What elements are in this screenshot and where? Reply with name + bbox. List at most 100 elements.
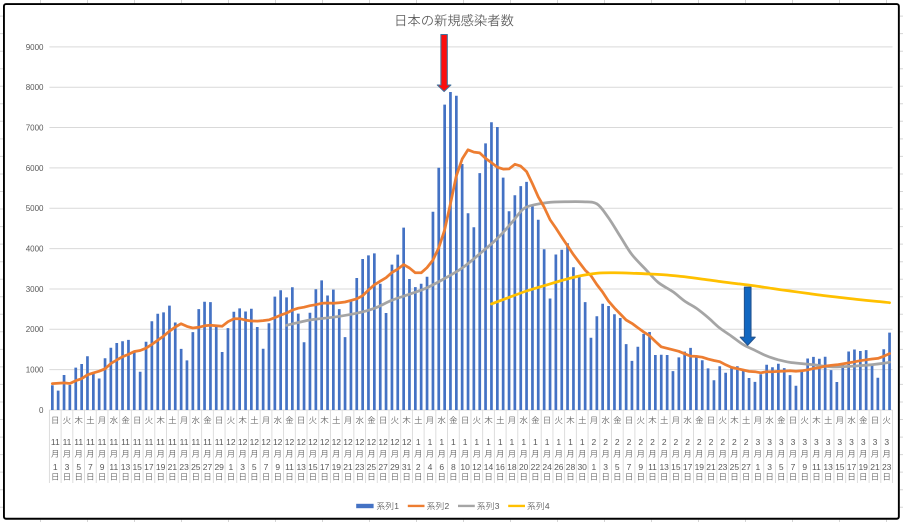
svg-text:12: 12 xyxy=(472,462,482,472)
svg-text:2: 2 xyxy=(603,437,608,447)
svg-text:13: 13 xyxy=(659,462,669,472)
svg-text:19: 19 xyxy=(156,462,166,472)
svg-text:3: 3 xyxy=(65,462,70,472)
svg-text:11: 11 xyxy=(648,462,657,472)
svg-text:2: 2 xyxy=(674,437,679,447)
svg-text:2: 2 xyxy=(720,437,725,447)
svg-text:13: 13 xyxy=(823,462,833,472)
svg-text:3: 3 xyxy=(814,437,819,447)
svg-text:1: 1 xyxy=(580,437,585,447)
svg-text:22: 22 xyxy=(531,462,541,472)
svg-text:28: 28 xyxy=(566,462,576,472)
svg-text:3: 3 xyxy=(884,437,889,447)
svg-text:3000: 3000 xyxy=(26,285,44,294)
svg-text:2: 2 xyxy=(445,501,450,511)
svg-text:2: 2 xyxy=(732,437,737,447)
svg-text:1: 1 xyxy=(428,437,433,447)
svg-text:1: 1 xyxy=(474,437,479,447)
svg-text:5: 5 xyxy=(779,462,784,472)
svg-text:3: 3 xyxy=(767,437,772,447)
svg-text:13: 13 xyxy=(296,462,306,472)
svg-text:11: 11 xyxy=(168,437,177,447)
svg-text:29: 29 xyxy=(390,462,400,472)
svg-text:16: 16 xyxy=(495,462,505,472)
svg-text:15: 15 xyxy=(308,462,318,472)
svg-text:1: 1 xyxy=(451,437,456,447)
svg-text:2: 2 xyxy=(744,437,749,447)
svg-text:11: 11 xyxy=(109,437,118,447)
svg-text:8: 8 xyxy=(451,462,456,472)
svg-text:5: 5 xyxy=(615,462,620,472)
svg-text:11: 11 xyxy=(121,437,130,447)
svg-text:27: 27 xyxy=(203,462,213,472)
svg-text:2: 2 xyxy=(416,462,421,472)
svg-text:19: 19 xyxy=(858,462,868,472)
svg-text:1: 1 xyxy=(533,437,538,447)
svg-text:11: 11 xyxy=(98,437,107,447)
svg-text:3: 3 xyxy=(495,501,500,511)
svg-text:7: 7 xyxy=(264,462,269,472)
svg-text:2: 2 xyxy=(709,437,714,447)
svg-text:11: 11 xyxy=(156,437,165,447)
svg-text:3: 3 xyxy=(837,437,842,447)
svg-text:3: 3 xyxy=(240,462,245,472)
svg-text:12: 12 xyxy=(226,437,236,447)
svg-text:11: 11 xyxy=(74,437,83,447)
svg-text:3: 3 xyxy=(826,437,831,447)
svg-text:21: 21 xyxy=(870,462,880,472)
svg-text:27: 27 xyxy=(378,462,388,472)
svg-text:2: 2 xyxy=(685,437,690,447)
svg-text:25: 25 xyxy=(367,462,377,472)
svg-text:12: 12 xyxy=(250,437,260,447)
svg-text:23: 23 xyxy=(179,462,189,472)
svg-text:2: 2 xyxy=(650,437,655,447)
svg-text:17: 17 xyxy=(144,462,154,472)
svg-text:2: 2 xyxy=(638,437,643,447)
svg-text:7: 7 xyxy=(627,462,632,472)
svg-text:15: 15 xyxy=(835,462,845,472)
svg-text:31: 31 xyxy=(402,462,412,472)
svg-text:5: 5 xyxy=(76,462,81,472)
svg-text:25: 25 xyxy=(730,462,740,472)
svg-text:10: 10 xyxy=(460,462,470,472)
svg-text:7000: 7000 xyxy=(26,124,44,133)
svg-text:7: 7 xyxy=(791,462,796,472)
svg-text:1: 1 xyxy=(53,462,58,472)
svg-text:9: 9 xyxy=(275,462,280,472)
svg-text:3: 3 xyxy=(861,437,866,447)
svg-text:11: 11 xyxy=(109,462,118,472)
svg-text:3: 3 xyxy=(756,437,761,447)
svg-text:27: 27 xyxy=(741,462,751,472)
svg-text:1: 1 xyxy=(463,437,468,447)
svg-text:2000: 2000 xyxy=(26,325,44,334)
svg-text:12: 12 xyxy=(332,437,342,447)
svg-text:1: 1 xyxy=(394,501,399,511)
svg-text:1: 1 xyxy=(521,437,526,447)
svg-text:1: 1 xyxy=(416,437,421,447)
svg-text:3: 3 xyxy=(802,437,807,447)
svg-text:17: 17 xyxy=(683,462,693,472)
svg-text:5000: 5000 xyxy=(26,204,44,213)
svg-text:1: 1 xyxy=(229,462,234,472)
svg-text:1: 1 xyxy=(498,437,503,447)
svg-text:3: 3 xyxy=(791,437,796,447)
svg-text:19: 19 xyxy=(332,462,342,472)
svg-text:11: 11 xyxy=(203,437,212,447)
svg-text:3: 3 xyxy=(779,437,784,447)
svg-text:6000: 6000 xyxy=(26,164,44,173)
svg-text:11: 11 xyxy=(180,437,189,447)
svg-text:11: 11 xyxy=(215,437,224,447)
svg-text:12: 12 xyxy=(320,437,330,447)
svg-text:12: 12 xyxy=(238,437,248,447)
svg-text:6: 6 xyxy=(439,462,444,472)
svg-text:20: 20 xyxy=(519,462,529,472)
svg-text:1: 1 xyxy=(545,437,550,447)
svg-text:1: 1 xyxy=(486,437,491,447)
svg-text:17: 17 xyxy=(320,462,330,472)
svg-text:11: 11 xyxy=(51,437,60,447)
svg-text:12: 12 xyxy=(355,437,365,447)
svg-text:2: 2 xyxy=(592,437,597,447)
svg-text:1: 1 xyxy=(568,437,573,447)
svg-text:2: 2 xyxy=(627,437,632,447)
svg-text:12: 12 xyxy=(296,437,306,447)
